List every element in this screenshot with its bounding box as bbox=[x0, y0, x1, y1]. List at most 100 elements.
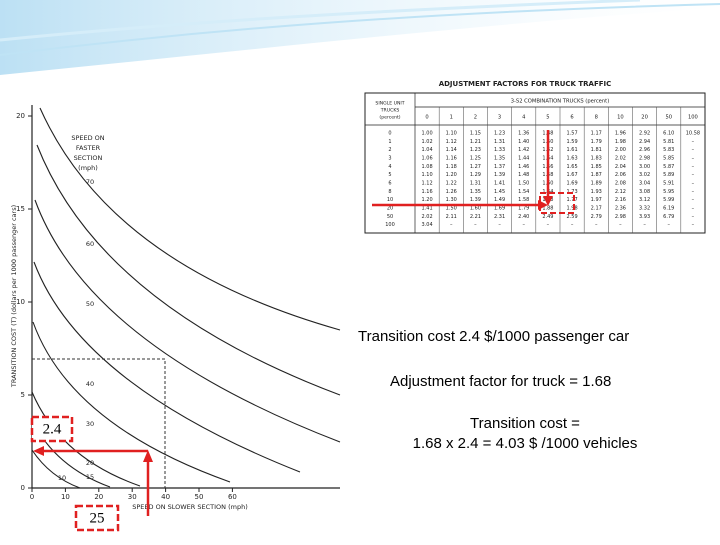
cell: 1.29 bbox=[470, 172, 481, 178]
cell: 1.69 bbox=[494, 206, 505, 212]
cell: 1.58 bbox=[518, 197, 529, 203]
cell: 1.25 bbox=[470, 156, 481, 162]
column-header: 5 bbox=[546, 115, 549, 121]
cell: 1.81 bbox=[591, 147, 602, 153]
reference-dashed bbox=[32, 358, 166, 488]
cell: 6.19 bbox=[663, 206, 674, 212]
y-axis-label: TRANSITION COST (T) (dollars per 1000 pa… bbox=[10, 205, 18, 388]
cell: 1.79 bbox=[518, 206, 529, 212]
cell: 1.30 bbox=[446, 197, 457, 203]
value-box bbox=[30, 415, 74, 443]
cell: 3.12 bbox=[639, 197, 650, 203]
arrow-head bbox=[543, 196, 553, 206]
speed-value: 25 bbox=[90, 510, 105, 526]
cell: 1.83 bbox=[591, 156, 602, 162]
row-header: TRUCKS bbox=[380, 108, 400, 114]
cell: – bbox=[692, 189, 695, 195]
cell: 2.96 bbox=[639, 147, 650, 153]
cell: 10.58 bbox=[686, 131, 700, 137]
arrow-head bbox=[33, 446, 44, 456]
column-header: 10 bbox=[617, 115, 624, 121]
cell: 1.54 bbox=[518, 189, 529, 195]
cell: – bbox=[692, 222, 695, 228]
cell: 2.49 bbox=[542, 214, 553, 220]
cell: 1.97 bbox=[591, 197, 602, 203]
cell: 1.85 bbox=[591, 164, 602, 170]
cell: – bbox=[692, 164, 695, 170]
cell: 3.02 bbox=[639, 172, 650, 178]
cell: 2.02 bbox=[422, 214, 433, 220]
cell: 5.99 bbox=[663, 197, 674, 203]
cell: 1.12 bbox=[422, 181, 433, 187]
cell: 1.60 bbox=[470, 206, 481, 212]
cell: 1.17 bbox=[591, 131, 602, 137]
cell: 2.79 bbox=[591, 214, 602, 220]
cell: – bbox=[595, 222, 598, 228]
cell: 2.59 bbox=[567, 214, 578, 220]
cell: 1.69 bbox=[567, 181, 578, 187]
cell: – bbox=[619, 222, 622, 228]
cell: 1.14 bbox=[446, 147, 457, 153]
cell: 5.85 bbox=[663, 156, 674, 162]
cell: 3.04 bbox=[639, 181, 650, 187]
cell: – bbox=[692, 172, 695, 178]
cell: 2.98 bbox=[615, 214, 626, 220]
chart-figure: TRANSITION COST (T) (dollars per 1000 pa… bbox=[10, 105, 341, 511]
cell: 3.32 bbox=[639, 206, 650, 212]
arrow-head bbox=[143, 450, 153, 462]
y-tick-label: 15 bbox=[16, 205, 25, 213]
row-header: SINGLE UNIT bbox=[375, 101, 404, 107]
value-box bbox=[74, 504, 120, 532]
table-title: ADJUSTMENT FACTORS FOR TRUCK TRAFFIC bbox=[439, 80, 612, 88]
column-group: 3-S2 COMBINATION TRUCKS (percent) bbox=[511, 99, 609, 105]
cell: 1.16 bbox=[446, 156, 457, 162]
curves-title: (mph) bbox=[78, 164, 98, 172]
cell: 1.63 bbox=[567, 156, 578, 162]
curve bbox=[36, 144, 341, 396]
cell: 1.36 bbox=[518, 131, 529, 137]
column-header: 0 bbox=[425, 115, 428, 121]
transition-cost-text: Transition cost 2.4 $/1000 passenger car bbox=[358, 328, 629, 345]
cell: 1.16 bbox=[422, 189, 433, 195]
cell: 2.02 bbox=[615, 156, 626, 162]
cell: 1.27 bbox=[470, 164, 481, 170]
column-header: 3 bbox=[498, 115, 501, 121]
cell: 1.22 bbox=[446, 181, 457, 187]
row-header: (percent) bbox=[379, 115, 400, 121]
cell: 1.35 bbox=[494, 156, 505, 162]
cell: 1.39 bbox=[494, 172, 505, 178]
cell: 5.89 bbox=[663, 172, 674, 178]
cell: 1.23 bbox=[470, 147, 481, 153]
y-tick-label: 20 bbox=[16, 112, 25, 120]
x-tick-label: 20 bbox=[94, 493, 103, 501]
cell: 1.23 bbox=[494, 131, 505, 137]
cell: 1.20 bbox=[422, 197, 433, 203]
curves-title: SECTION bbox=[74, 154, 103, 162]
cell: 1.02 bbox=[422, 139, 433, 145]
cell: 2.04 bbox=[615, 164, 626, 170]
cell: 2.00 bbox=[615, 147, 626, 153]
cell: 2.17 bbox=[591, 206, 602, 212]
cell: 5.81 bbox=[663, 139, 674, 145]
cell: 2.21 bbox=[470, 214, 481, 220]
cell: 3.00 bbox=[639, 164, 650, 170]
x-axis-label: SPEED ON SLOWER SECTION (mph) bbox=[132, 503, 247, 511]
cell: 50 bbox=[387, 214, 393, 220]
curve-label: 70 bbox=[86, 178, 94, 186]
cell: 1.45 bbox=[494, 189, 505, 195]
x-tick-label: 10 bbox=[61, 493, 70, 501]
column-header: 6 bbox=[570, 115, 573, 121]
cell: 5.95 bbox=[663, 189, 674, 195]
cell: 2.08 bbox=[615, 181, 626, 187]
curve bbox=[33, 261, 301, 473]
cell: 1.37 bbox=[494, 164, 505, 170]
cell: 1.08 bbox=[422, 164, 433, 170]
cell: 1 bbox=[388, 139, 391, 145]
y-tick-label: 0 bbox=[21, 484, 25, 492]
cell: – bbox=[692, 197, 695, 203]
curve bbox=[31, 449, 81, 489]
cell: – bbox=[692, 214, 695, 220]
cell: 1.06 bbox=[422, 156, 433, 162]
column-header: 20 bbox=[641, 115, 648, 121]
